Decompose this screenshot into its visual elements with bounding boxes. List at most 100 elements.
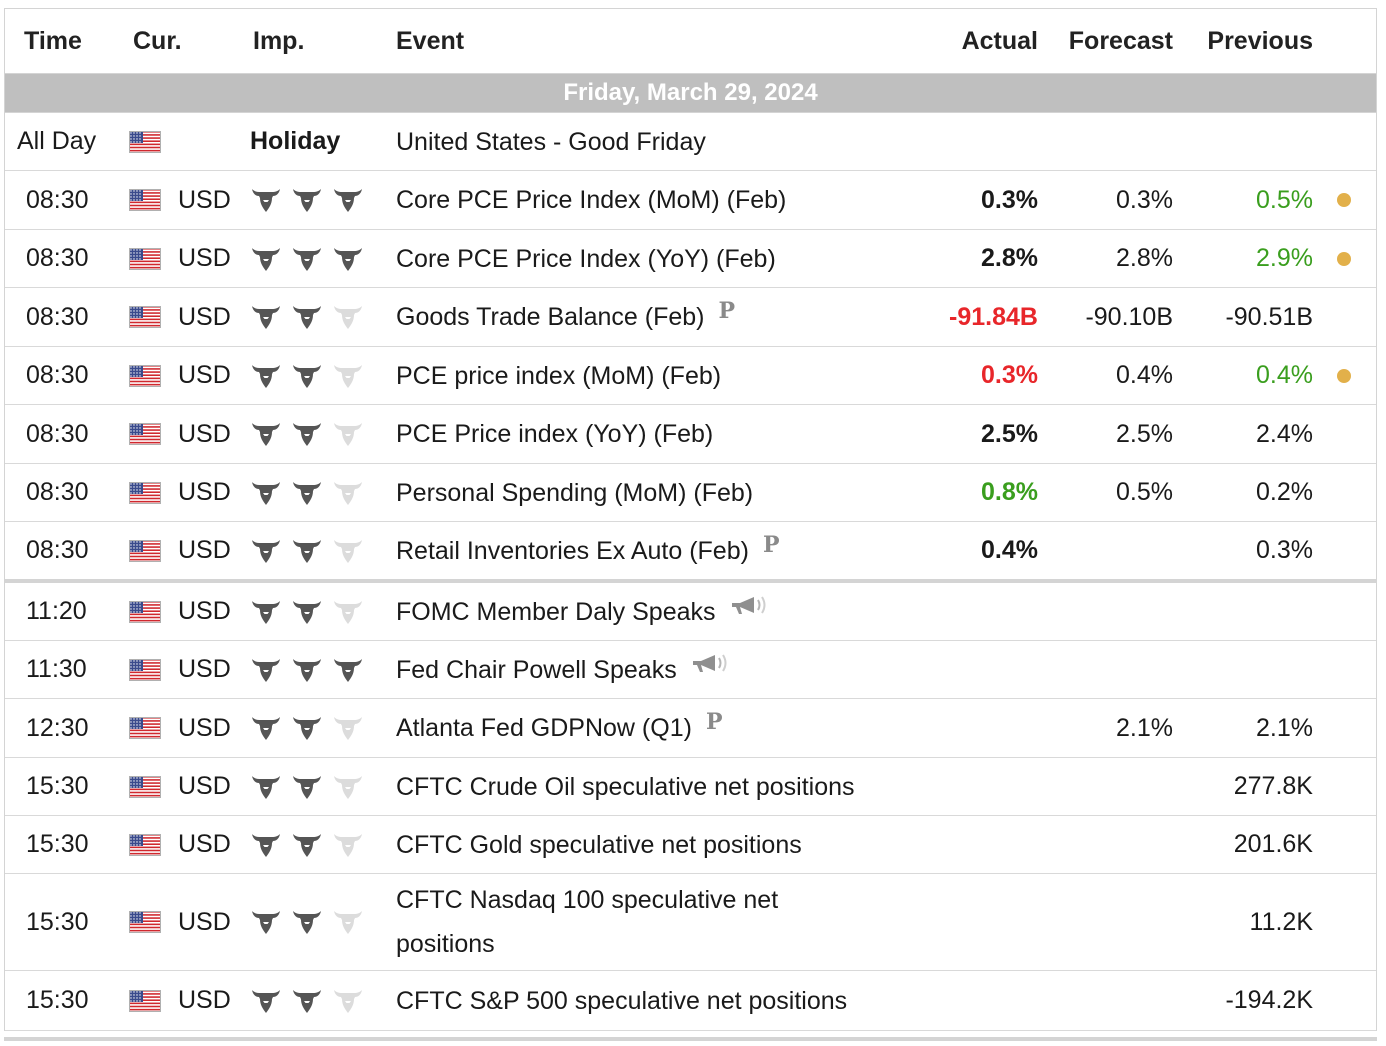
event-name-text: FOMC Member Daly Speaks — [396, 597, 716, 626]
table-row[interactable]: 15:30 USD CFTC Gold speculative net positi… — [5, 816, 1376, 874]
currency-cell: USD — [117, 655, 237, 684]
table-row[interactable]: 08:30 USD Retail Inventories Ex Auto (Feb)… — [5, 522, 1376, 583]
bull-icon-filled — [252, 600, 280, 624]
header-time[interactable]: Time — [24, 26, 82, 55]
us-flag-icon — [129, 481, 161, 504]
actual-value: 2.5% — [981, 419, 1038, 448]
bull-icon-filled — [293, 364, 321, 388]
table-row[interactable]: 08:30 USD Personal Spending (MoM) (Feb) 0.8… — [5, 464, 1376, 522]
importance-cell — [237, 714, 384, 742]
bull-icon-filled — [252, 539, 280, 563]
importance-bulls — [250, 831, 364, 859]
bull-icon-filled — [252, 364, 280, 388]
table-row[interactable]: 08:30 USD Goods Trade Balance (Feb) P -91.84… — [5, 288, 1376, 347]
currency-code: USD — [178, 713, 231, 742]
currency-code: USD — [178, 772, 231, 800]
actual-value: -91.84B — [949, 302, 1038, 331]
bull-icon-empty — [334, 423, 362, 446]
event-name[interactable]: Atlanta Fed GDPNow (Q1) P — [384, 706, 924, 750]
bull-icon-filled — [293, 658, 321, 682]
table-row[interactable]: All Day Holiday United States - Good Frida… — [5, 113, 1376, 171]
currency-cell: USD — [117, 772, 237, 801]
event-name-text: Personal Spending (MoM) (Feb) — [396, 478, 754, 507]
event-time: 15:30 — [26, 907, 89, 936]
event-name-text: CFTC S&P 500 speculative net positions — [396, 986, 848, 1015]
revised-dot-icon[interactable] — [1337, 368, 1351, 383]
table-row[interactable]: 15:30 USD CFTC Nasdaq 100 speculative net p… — [5, 874, 1376, 971]
event-name[interactable]: CFTC Crude Oil speculative net positions — [384, 765, 924, 809]
bull-icon-filled — [252, 481, 280, 505]
event-name[interactable]: CFTC S&P 500 speculative net positions — [384, 979, 924, 1023]
header-currency[interactable]: Cur. — [133, 26, 182, 55]
event-name[interactable]: Core PCE Price Index (MoM) (Feb) — [384, 178, 924, 222]
table-row[interactable]: 12:30 USD Atlanta Fed GDPNow (Q1) P 2.1% 2.1% — [5, 699, 1376, 758]
event-time: 11:30 — [26, 655, 87, 683]
table-row[interactable]: 08:30 USD Core PCE Price Index (MoM) (Feb)… — [5, 171, 1376, 230]
revised-dot-icon[interactable] — [1337, 193, 1351, 207]
table-row[interactable]: 08:30 USD PCE Price index (YoY) (Feb) 2.5% 2… — [5, 405, 1376, 464]
event-name[interactable]: United States - Good Friday — [384, 120, 924, 164]
bottom-divider — [4, 1037, 1377, 1041]
event-name[interactable]: Core PCE Price Index (YoY) (Feb) — [384, 237, 924, 281]
previous-value: 0.4% — [1256, 361, 1313, 389]
bull-icon-filled — [293, 539, 321, 563]
bull-icon-empty — [334, 306, 362, 329]
event-time: 11:20 — [26, 597, 87, 625]
event-time: 08:30 — [26, 478, 89, 506]
event-name-line: CFTC Nasdaq 100 speculative net — [396, 886, 779, 914]
currency-code: USD — [178, 655, 231, 683]
table-row[interactable]: 15:30 USD CFTC S&P 500 speculative net pos… — [5, 971, 1376, 1031]
event-name[interactable]: Retail Inventories Ex Auto (Feb) P — [384, 529, 924, 573]
us-flag-icon — [129, 717, 161, 739]
table-row[interactable]: 15:30 USD CFTC Crude Oil speculative net p… — [5, 758, 1376, 816]
table-row[interactable]: 11:30 USD Fed Chair Powell Speaks — [5, 641, 1376, 699]
currency-cell: USD — [117, 361, 237, 390]
importance-cell — [237, 656, 384, 684]
us-flag-icon — [129, 539, 161, 562]
event-name-text: PCE Price index (YoY) (Feb) — [396, 420, 714, 448]
previous-value: 2.9% — [1256, 244, 1313, 272]
bull-icon-filled — [252, 247, 280, 271]
event-name-text: Retail Inventories Ex Auto (Feb) — [396, 536, 749, 565]
event-time: All Day — [17, 127, 97, 155]
table-row[interactable]: 11:20 USD FOMC Member Daly Speaks — [5, 583, 1376, 641]
bull-icon-filled — [252, 717, 280, 740]
table-row[interactable]: 08:30 USD PCE price index (MoM) (Feb) 0.3% 0… — [5, 347, 1376, 405]
currency-cell: USD — [117, 597, 237, 626]
bull-icon-filled — [293, 717, 321, 740]
preliminary-icon: P — [718, 298, 736, 324]
event-time: 08:30 — [26, 419, 89, 448]
bull-icon-filled — [293, 911, 321, 934]
event-name[interactable]: CFTC Nasdaq 100 speculative net positions — [384, 878, 924, 966]
header-forecast[interactable]: Forecast — [1068, 26, 1173, 55]
event-name[interactable]: Goods Trade Balance (Feb) P — [384, 295, 924, 339]
actual-value: 2.8% — [981, 244, 1038, 272]
importance-bulls — [250, 908, 364, 936]
event-name[interactable]: FOMC Member Daly Speaks — [384, 590, 924, 634]
bull-icon-filled — [252, 775, 280, 799]
event-name[interactable]: CFTC Gold speculative net positions — [384, 823, 924, 867]
importance-cell — [237, 362, 384, 390]
header-importance[interactable]: Imp. — [253, 26, 305, 55]
event-name[interactable]: PCE price index (MoM) (Feb) — [384, 354, 924, 398]
importance-cell — [237, 773, 384, 801]
importance-bulls — [250, 186, 364, 214]
event-name[interactable]: PCE Price index (YoY) (Feb) — [384, 412, 924, 456]
revised-dot-icon[interactable] — [1337, 251, 1351, 266]
importance-cell — [237, 186, 384, 214]
actual-value: 0.4% — [981, 536, 1038, 564]
header-event[interactable]: Event — [396, 26, 465, 55]
importance-bulls — [250, 420, 364, 448]
bull-icon-empty — [334, 364, 362, 388]
header-actual[interactable]: Actual — [961, 26, 1038, 55]
bull-icon-filled — [252, 189, 280, 212]
forecast-value: 0.4% — [1116, 361, 1173, 389]
previous-value: 2.4% — [1256, 419, 1313, 448]
event-name[interactable]: Fed Chair Powell Speaks — [384, 648, 924, 692]
table-row[interactable]: 08:30 USD Core PCE Price Index (YoY) (Feb)… — [5, 230, 1376, 288]
currency-code: USD — [178, 536, 231, 564]
header-previous[interactable]: Previous — [1207, 26, 1313, 55]
event-name[interactable]: Personal Spending (MoM) (Feb) — [384, 471, 924, 515]
us-flag-icon — [129, 989, 161, 1012]
currency-cell: USD — [117, 244, 237, 273]
